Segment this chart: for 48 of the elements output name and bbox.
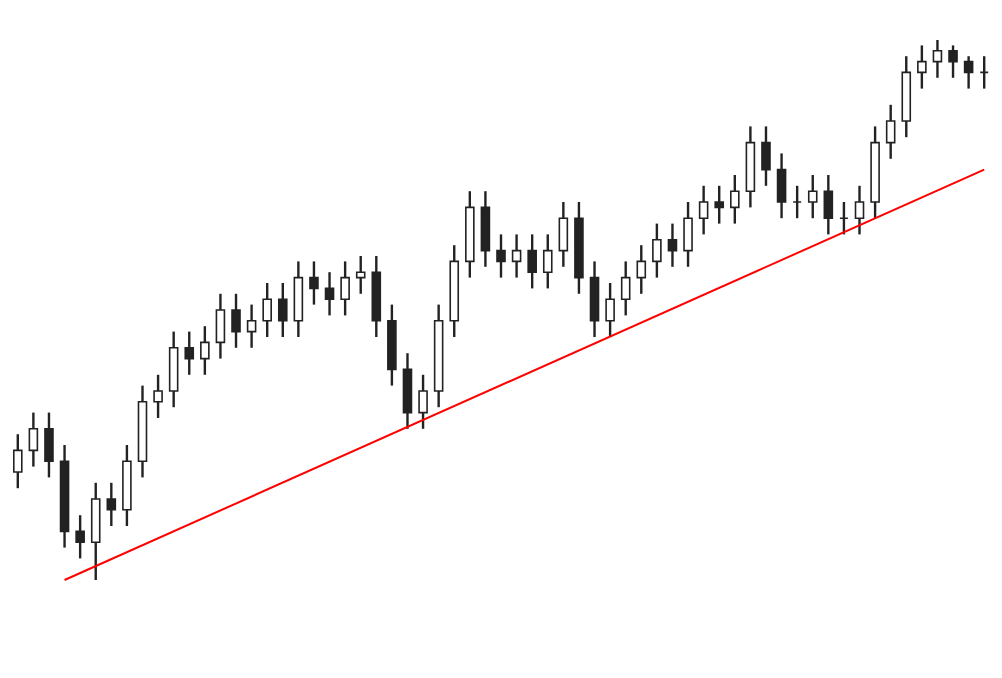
candlestick — [215, 292, 226, 360]
candlestick — [558, 200, 569, 268]
candlestick — [527, 233, 537, 290]
candlestick — [277, 281, 288, 339]
candlestick — [200, 325, 210, 376]
candlestick — [153, 373, 163, 420]
candlestick — [698, 184, 709, 236]
candlestick — [402, 352, 413, 430]
candlestick — [44, 411, 54, 479]
candlestick — [246, 303, 257, 349]
candlestick — [75, 514, 85, 560]
candlestick — [620, 260, 631, 317]
candlestick — [418, 373, 428, 430]
candlestick — [932, 38, 943, 79]
candlestick — [184, 330, 195, 376]
candlestick — [854, 184, 865, 236]
candlestick — [293, 260, 304, 339]
candlestick — [761, 125, 771, 187]
candlestick — [309, 260, 319, 306]
candlestick — [324, 271, 335, 317]
candlestick — [340, 260, 350, 317]
candlestick — [12, 433, 23, 490]
candlestick — [652, 222, 662, 279]
candlestick — [885, 103, 896, 160]
candlestick — [168, 330, 179, 409]
candlestick — [496, 233, 506, 279]
candlestick — [480, 190, 491, 268]
candlestick — [90, 481, 101, 582]
candlestick — [605, 281, 615, 339]
candlestick — [262, 281, 272, 339]
candlestick — [683, 200, 693, 268]
candlestick — [106, 481, 117, 528]
candlestick — [667, 222, 678, 268]
candlestick — [636, 244, 647, 295]
candlestick — [963, 55, 974, 90]
candlestick — [730, 173, 740, 225]
candlestick — [948, 44, 958, 79]
candlestick — [807, 173, 818, 220]
candlestick — [28, 411, 39, 468]
candlestick — [355, 254, 366, 295]
candlestick — [542, 233, 553, 290]
candlestick — [917, 44, 927, 90]
candlestick — [776, 152, 787, 220]
candlestick — [823, 173, 834, 236]
candlestick — [511, 233, 522, 279]
candlestick — [714, 184, 725, 225]
candlestick — [589, 260, 600, 339]
candlestick — [231, 292, 241, 349]
